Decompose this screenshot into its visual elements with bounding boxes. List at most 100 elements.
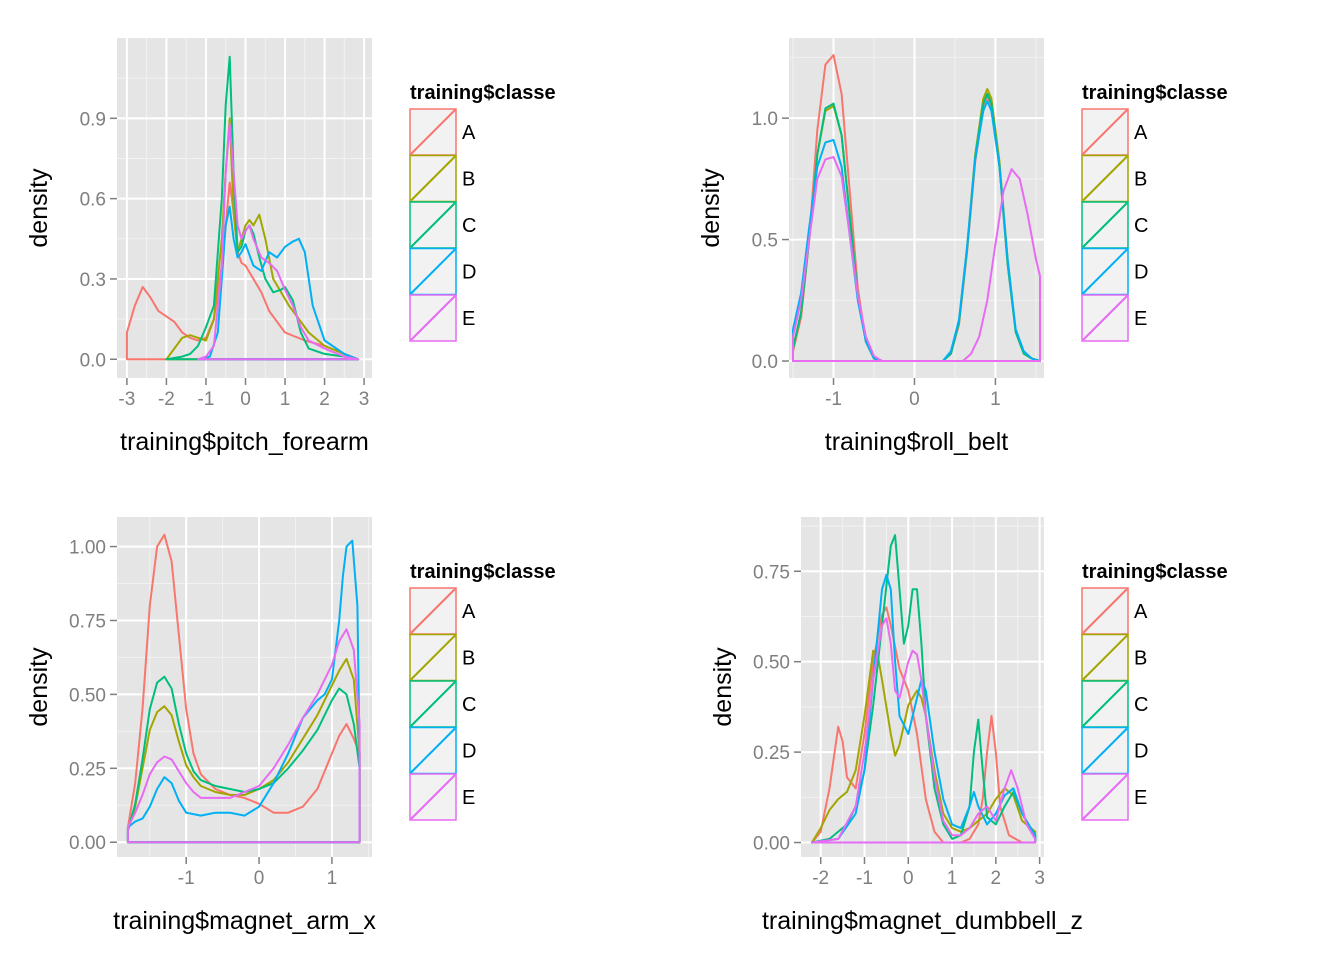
x-tick-label: 0 xyxy=(909,389,920,410)
legend-label: C xyxy=(462,694,476,716)
y-tick-label: 0.25 xyxy=(753,743,790,764)
y-axis: 0.0 0.5 1.0 xyxy=(752,109,789,373)
chart-panel-2: -1 0 1 0.0 0.5 1.0 training$roll_belt density tr… xyxy=(697,38,1228,456)
y-tick-label: 0.0 xyxy=(80,350,106,371)
legend-label: D xyxy=(462,262,476,284)
x-tick-label: 1 xyxy=(947,868,958,889)
y-tick-label: 0.50 xyxy=(69,685,106,706)
legend-key-line xyxy=(410,774,456,820)
density-curve-b xyxy=(126,657,361,844)
y-axis-title: density xyxy=(25,647,53,727)
legend-label: A xyxy=(462,601,476,623)
legend-key-line xyxy=(410,681,456,727)
y-tick-label: 0.75 xyxy=(69,611,106,632)
legend-key-line xyxy=(410,727,456,774)
legend-item-a: A xyxy=(1081,108,1148,156)
y-tick-label: 0.6 xyxy=(80,190,106,211)
y-axis-title: density xyxy=(709,647,737,727)
x-tick-label: 1 xyxy=(327,868,338,889)
legend-item-d: D xyxy=(409,247,476,296)
x-tick-label: 1 xyxy=(990,389,1001,410)
y-tick-label: 0.75 xyxy=(753,562,790,583)
density-curve-a xyxy=(810,606,1037,844)
y-axis-title: density xyxy=(25,168,53,248)
plot-background xyxy=(117,517,372,857)
legend-item-e: E xyxy=(1081,294,1147,342)
legend-title: training$classe xyxy=(410,82,556,104)
legend-label: B xyxy=(1134,169,1147,191)
density-curve-c xyxy=(126,675,361,844)
legend-key-line xyxy=(1082,109,1128,155)
legend-key-line xyxy=(1082,634,1128,681)
legend: training$classe A B C D E xyxy=(1081,561,1228,821)
density-curve-e xyxy=(810,617,1037,844)
legend-item-e: E xyxy=(409,294,475,342)
legend-label: E xyxy=(1134,787,1147,809)
x-tick-label: 2 xyxy=(991,868,1002,889)
chart-panel-1: -3 -2 -1 0 1 2 3 0.0 0.3 0.6 0.9 training$pitch_for… xyxy=(25,38,556,456)
density-curve-d xyxy=(197,205,360,361)
legend-item-a: A xyxy=(409,587,476,635)
legend-key-line xyxy=(1082,727,1128,774)
x-axis: -1 0 1 xyxy=(825,378,1001,410)
legend-label: B xyxy=(462,169,475,191)
legend-label: A xyxy=(1134,601,1148,623)
x-tick-label: -3 xyxy=(118,389,135,410)
x-tick-label: 0 xyxy=(903,868,914,889)
density-curve-e xyxy=(197,122,360,361)
y-axis-title: density xyxy=(697,168,725,248)
legend-key-line xyxy=(410,202,456,248)
legend-key-line xyxy=(410,248,456,295)
legend-label: D xyxy=(1134,741,1148,763)
density-curve-d xyxy=(792,100,1041,362)
legend-item-b: B xyxy=(1081,633,1147,682)
legend-label: D xyxy=(462,741,476,763)
x-tick-label: -1 xyxy=(856,868,873,889)
legend-item-c: C xyxy=(1081,201,1148,249)
y-tick-label: 0.25 xyxy=(69,759,106,780)
x-axis: -1 0 1 xyxy=(178,857,337,889)
legend-item-e: E xyxy=(1081,773,1147,821)
x-axis-title: training$roll_belt xyxy=(825,428,1009,456)
y-tick-label: 0.00 xyxy=(753,834,790,855)
legend-key-line xyxy=(410,588,456,634)
y-axis: 0.0 0.3 0.6 0.9 xyxy=(80,109,117,371)
x-tick-label: -1 xyxy=(825,389,842,410)
x-tick-label: -1 xyxy=(198,389,215,410)
x-axis-title: training$pitch_forearm xyxy=(120,428,369,456)
density-curve-d xyxy=(810,573,1037,844)
legend-label: E xyxy=(462,308,475,330)
legend-item-d: D xyxy=(409,726,476,775)
x-tick-label: -1 xyxy=(178,868,195,889)
legend-item-d: D xyxy=(1081,726,1148,775)
legend: training$classe A B C D E xyxy=(1081,82,1228,342)
density-curve-e xyxy=(126,628,361,844)
density-curve-a xyxy=(125,181,360,361)
legend-key-line xyxy=(1082,248,1128,295)
x-axis-title: training$magnet_dumbbell_z xyxy=(762,907,1083,935)
legend-item-b: B xyxy=(1081,154,1147,203)
legend-item-c: C xyxy=(409,201,476,249)
legend-key-line xyxy=(410,109,456,155)
density-curve-e xyxy=(792,156,1041,362)
legend-label: B xyxy=(1134,648,1147,670)
density-curves xyxy=(126,533,361,844)
legend-key-line xyxy=(1082,202,1128,248)
grid-lines xyxy=(801,517,1044,857)
x-tick-label: 0 xyxy=(254,868,265,889)
x-tick-label: 3 xyxy=(1034,868,1045,889)
legend-item-d: D xyxy=(1081,247,1148,296)
x-axis: -3 -2 -1 0 1 2 3 xyxy=(118,378,369,410)
legend: training$classe A B C D E xyxy=(409,82,556,342)
legend-key-line xyxy=(1082,774,1128,820)
density-curves xyxy=(792,54,1041,362)
chart-panel-3: -1 0 1 0.00 0.25 0.50 0.75 1.00 training$magnet_… xyxy=(25,517,556,935)
legend-label: C xyxy=(1134,694,1148,716)
x-tick-label: -2 xyxy=(812,868,829,889)
legend-label: C xyxy=(462,215,476,237)
legend-label: B xyxy=(462,648,475,670)
legend-label: A xyxy=(462,122,476,144)
plot-background xyxy=(789,38,1044,378)
legend-key-line xyxy=(1082,155,1128,202)
x-tick-label: 0 xyxy=(240,389,251,410)
